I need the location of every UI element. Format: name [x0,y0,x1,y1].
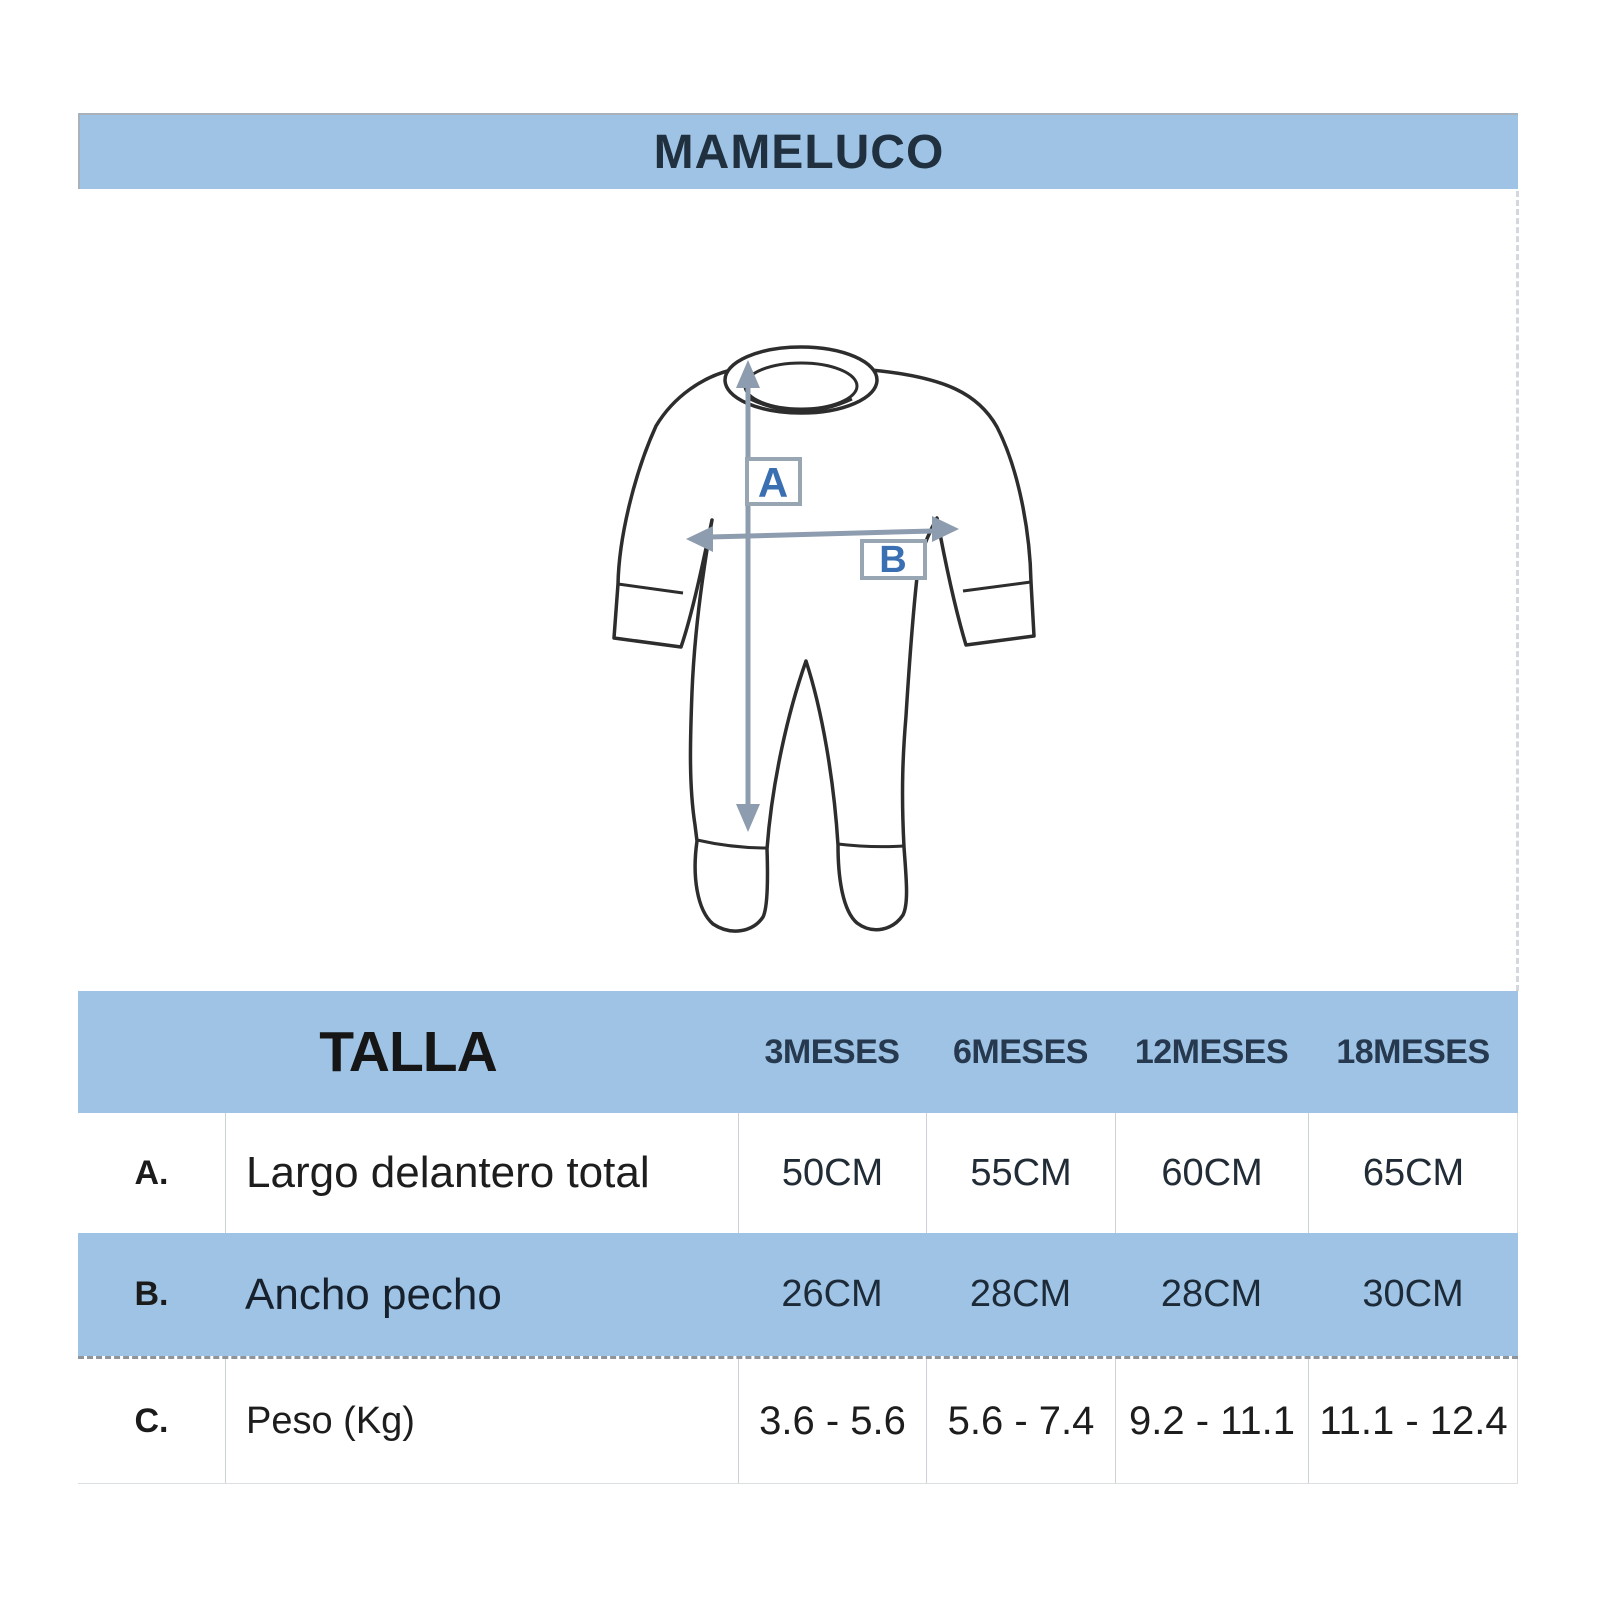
measure-a-arrowhead-top [736,360,760,388]
column-header-6meses: 6MESES [953,1032,1088,1071]
row-value-6meses: 55CM [926,1113,1115,1233]
right-cuff-line [962,580,1032,593]
row-value-6meses: 5.6 - 7.4 [926,1359,1115,1483]
size-table-header-row: TALLA 3MESES 6MESES 12MESES 18MESES [78,991,1518,1113]
left-cuff-line [617,582,684,595]
collar-inner [743,361,859,411]
measure-b-arrow [709,528,934,540]
column-header-3meses: 3MESES [764,1032,900,1071]
measure-b-arrowhead-left [686,526,713,552]
size-table: TALLA 3MESES 6MESES 12MESES 18MESES A. L… [78,991,1518,1484]
row-letter: C. [134,1401,169,1440]
measure-a-arrowhead-bottom [736,804,760,832]
measure-b-label: B [879,539,906,581]
row-value-3meses: 3.6 - 5.6 [738,1359,926,1483]
right-ankle-line [837,842,905,849]
table-row-largo-delantero: A. Largo delantero total 50CM 55CM 60CM … [78,1113,1518,1233]
garment-diagram: A B [612,345,1036,933]
left-ankle-line [696,838,768,850]
onesie-outline [612,368,1036,933]
row-value-18meses: 65CM [1308,1113,1518,1233]
column-header-18meses: 18MESES [1336,1032,1490,1071]
row-value-18meses: 11.1 - 12.4 [1308,1359,1518,1483]
collar-rib-line [749,397,853,413]
dashed-range-border [1516,191,1519,991]
measure-a-label-box [745,457,802,506]
table-row-ancho-pecho: B. Ancho pecho 26CM 28CM 28CM 30CM [78,1233,1518,1356]
measure-a-label: A [758,459,788,506]
row-value-12meses: 60CM [1115,1113,1308,1233]
dashed-row-divider [78,1356,1518,1359]
measure-b-label-box [860,539,927,580]
row-label: Ancho pecho [245,1269,502,1319]
row-value-3meses: 26CM [781,1273,883,1315]
row-value-18meses: 30CM [1362,1273,1464,1315]
product-title: MAMELUCO [653,125,945,179]
product-title-bar: MAMELUCO [78,113,1518,189]
row-letter: B. [134,1275,169,1313]
column-header-12meses: 12MESES [1134,1032,1289,1071]
row-value-3meses: 50CM [738,1113,926,1233]
measure-b-arrowhead-right [932,516,959,542]
row-label: Peso (Kg) [225,1359,738,1483]
row-label: Largo delantero total [225,1113,738,1233]
row-value-12meses: 9.2 - 11.1 [1115,1359,1308,1483]
table-row-peso: C. Peso (Kg) 3.6 - 5.6 5.6 - 7.4 9.2 - 1… [78,1359,1518,1484]
size-table-title: TALLA [319,1020,498,1084]
row-value-12meses: 28CM [1160,1273,1263,1315]
row-value-6meses: 28CM [969,1273,1072,1315]
row-letter: A. [134,1153,169,1192]
